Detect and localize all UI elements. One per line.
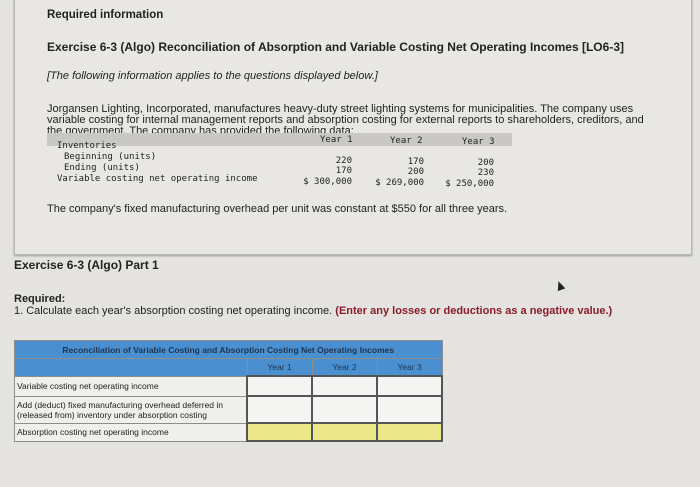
ending-year-1: 170: [335, 166, 352, 176]
input[interactable]: [315, 402, 374, 417]
input[interactable]: [380, 402, 439, 417]
adjustment-input-year-2[interactable]: [311, 395, 378, 424]
table-row: Absorption costing net operating income: [14, 422, 443, 442]
part-heading: Exercise 6-3 (Algo) Part 1: [14, 258, 159, 272]
input[interactable]: [315, 424, 374, 440]
table-row: Variable costing net operating income: [14, 375, 443, 397]
adjustment-input-year-3[interactable]: [376, 395, 443, 424]
table-row: Add (deduct) fixed manufacturing overhea…: [14, 395, 443, 424]
input[interactable]: [380, 378, 439, 394]
beginning-year-2: 170: [407, 157, 424, 167]
mouse-cursor-icon: [554, 279, 566, 292]
row-label: Variable costing net operating income: [14, 375, 248, 397]
ending-year-2: 200: [407, 167, 424, 177]
inventories-label: Inventories: [57, 141, 117, 151]
row-label-beginning: Beginning (units): [64, 152, 157, 162]
row-label-vc-noi: Variable costing net operating income: [57, 174, 258, 184]
required-information-panel: [14, 0, 692, 255]
reconciliation-title: Reconciliation of Variable Costing and A…: [14, 340, 443, 359]
vc-noi-year-2: $ 269,000: [375, 178, 424, 188]
instruction: 1. Calculate each year's absorption cost…: [14, 305, 612, 317]
rec-col-year-1: Year 1: [246, 358, 313, 377]
fixed-overhead-note: The company's fixed manufacturing overhe…: [47, 203, 508, 215]
required-information-label: Required information: [47, 9, 164, 21]
ac-noi-input-year-3[interactable]: [376, 422, 443, 442]
exercise-title: Exercise 6-3 (Algo) Reconciliation of Ab…: [47, 40, 624, 54]
problem-description: Jorgansen Lighting, Incorporated, manufa…: [47, 103, 644, 137]
ending-year-3: 230: [477, 168, 494, 178]
instruction-emphasis: (Enter any losses or deductions as a neg…: [335, 305, 613, 317]
applies-note: [The following information applies to th…: [47, 70, 378, 82]
input[interactable]: [250, 424, 309, 440]
rec-col-year-3: Year 3: [376, 358, 443, 377]
data-table-header-band: [47, 133, 512, 146]
required-label: Required:: [14, 293, 66, 305]
adjustment-input-year-1[interactable]: [246, 395, 313, 424]
row-label: Absorption costing net operating income: [14, 422, 248, 442]
col-year-1: Year 1: [320, 135, 353, 145]
blank-header: [14, 358, 248, 377]
row-label-ending: Ending (units): [64, 163, 140, 173]
ac-noi-input-year-1[interactable]: [246, 422, 313, 442]
vc-noi-input-year-3[interactable]: [376, 375, 443, 397]
input[interactable]: [380, 424, 439, 440]
instruction-text: 1. Calculate each year's absorption cost…: [14, 305, 333, 317]
vc-noi-year-1: $ 300,000: [303, 177, 352, 187]
row-label: Add (deduct) fixed manufacturing overhea…: [14, 395, 248, 424]
col-year-2: Year 2: [390, 136, 423, 146]
vc-noi-input-year-1[interactable]: [246, 375, 313, 397]
input[interactable]: [315, 378, 374, 394]
input[interactable]: [250, 378, 309, 394]
beginning-year-3: 200: [477, 158, 494, 168]
input[interactable]: [250, 402, 309, 417]
vc-noi-input-year-2[interactable]: [311, 375, 378, 397]
beginning-year-1: 220: [335, 156, 352, 166]
rec-col-year-2: Year 2: [311, 358, 378, 377]
reconciliation-table: Reconciliation of Variable Costing and A…: [14, 340, 443, 442]
ac-noi-input-year-2[interactable]: [311, 422, 378, 442]
col-year-3: Year 3: [462, 137, 495, 147]
vc-noi-year-3: $ 250,000: [445, 179, 494, 189]
